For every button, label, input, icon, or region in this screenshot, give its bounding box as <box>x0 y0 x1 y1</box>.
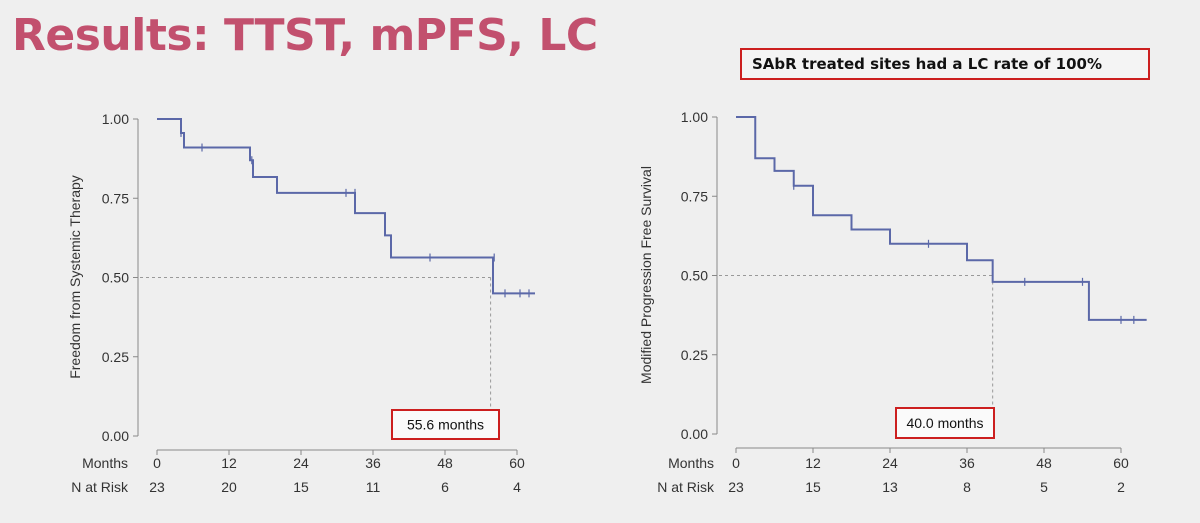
chart2-risk-row-label: N at Risk <box>657 479 715 495</box>
chart2-y-tick-label: 0.50 <box>681 268 708 284</box>
chart2-y-axis-title: Modified Progression Free Survival <box>638 166 654 384</box>
chart2-x-tick-label: 48 <box>1036 455 1052 471</box>
chart2-n-at-risk-value: 5 <box>1040 479 1048 495</box>
chart2-months-row-label: Months <box>668 455 714 471</box>
chart2-n-at-risk-value: 23 <box>728 479 744 495</box>
chart2-survival-curve <box>736 116 1147 321</box>
chart1-survival-curve <box>157 118 535 295</box>
chart1-x-tick-label: 12 <box>221 455 237 471</box>
lc-callout-box: SAbR treated sites had a LC rate of 100% <box>740 48 1150 80</box>
chart2-n-at-risk-value: 15 <box>805 479 821 495</box>
chart2-x-tick-label: 0 <box>732 455 740 471</box>
chart1-months-row-label: Months <box>82 455 128 471</box>
chart1-y-tick-label: 1.00 <box>102 111 129 127</box>
chart1-n-at-risk-value: 23 <box>149 479 165 495</box>
chart2-y-tick-label: 1.00 <box>681 109 708 125</box>
chart1-x-tick-label: 24 <box>293 455 309 471</box>
chart2-x-tick-label: 24 <box>882 455 898 471</box>
chart1-x-tick-label: 36 <box>365 455 381 471</box>
chart1-x-tick-label: 60 <box>509 455 525 471</box>
chart1-median-box <box>391 409 500 440</box>
chart1-x-tick-label: 0 <box>153 455 161 471</box>
chart2-n-at-risk-value: 2 <box>1117 479 1125 495</box>
chart2-y-tick-label: 0.75 <box>681 188 708 204</box>
chart1-risk-row-label: N at Risk <box>71 479 129 495</box>
chart1-y-tick-label: 0.50 <box>102 270 129 286</box>
chart2-y-tick-label: 0.00 <box>681 426 708 442</box>
chart2-x-tick-label: 36 <box>959 455 975 471</box>
chart1-n-at-risk-value: 4 <box>513 479 521 495</box>
chart1-y-tick-label: 0.25 <box>102 349 129 365</box>
chart1-y-axis-title: Freedom from Systemic Therapy <box>67 175 83 379</box>
chart1-n-at-risk-value: 15 <box>293 479 309 495</box>
chart1-n-at-risk-value: 20 <box>221 479 237 495</box>
slide-title: Results: TTST, mPFS, LC <box>12 10 598 61</box>
chart2-median-box <box>895 407 995 439</box>
chart1-n-at-risk-value: 6 <box>441 479 449 495</box>
chart2-median-label: 40.0 months <box>906 415 983 431</box>
chart1-median-label: 55.6 months <box>407 417 484 433</box>
chart2-x-tick-label: 12 <box>805 455 821 471</box>
chart1-y-tick-label: 0.00 <box>102 428 129 444</box>
chart2-y-tick-label: 0.25 <box>681 347 708 363</box>
chart2-n-at-risk-value: 13 <box>882 479 898 495</box>
chart2-n-at-risk-value: 8 <box>963 479 971 495</box>
chart1-n-at-risk-value: 11 <box>366 479 381 495</box>
chart1-y-tick-label: 0.75 <box>102 190 129 206</box>
chart1-x-tick-label: 48 <box>437 455 453 471</box>
chart2-x-tick-label: 60 <box>1113 455 1129 471</box>
